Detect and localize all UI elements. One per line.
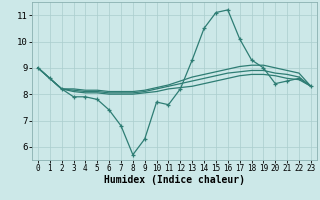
X-axis label: Humidex (Indice chaleur): Humidex (Indice chaleur)	[104, 175, 245, 185]
